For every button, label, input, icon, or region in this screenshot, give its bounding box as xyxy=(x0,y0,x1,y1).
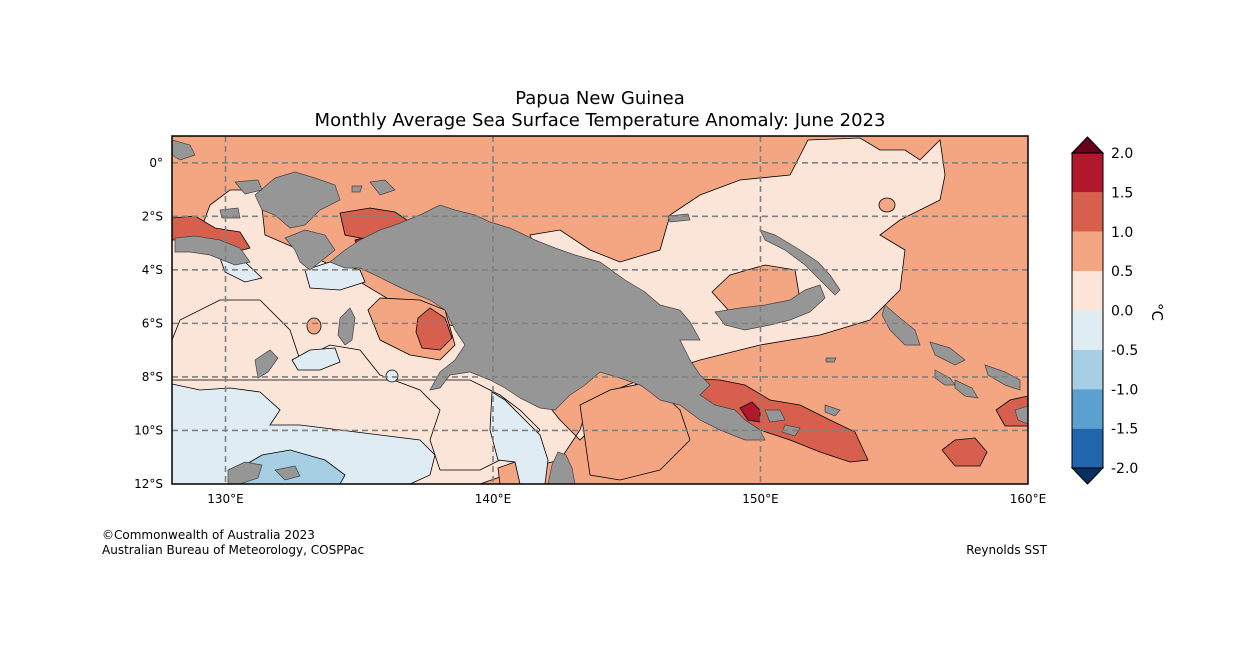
cape-york-peninsula xyxy=(547,451,576,484)
y-tick-label: 8°S xyxy=(142,370,163,384)
colorbar-bin xyxy=(1072,153,1103,193)
map-frame xyxy=(171,135,1029,485)
colorbar-tick-label: 0.5 xyxy=(1111,264,1133,280)
timor-island xyxy=(227,461,263,484)
solomon-islands xyxy=(1014,405,1028,425)
x-axis: 130°E 140°E 150°E 160°E xyxy=(207,492,1046,506)
anomaly-region-neg0.5-0.0 xyxy=(489,391,549,484)
colorbar-bin xyxy=(1072,192,1103,232)
y-tick-label: 2°S xyxy=(142,209,163,223)
colorbar-over-extension xyxy=(1070,136,1105,154)
bougainville-island xyxy=(881,304,921,346)
anomaly-region-0.5-1.0 xyxy=(878,197,896,213)
data-source-text: Reynolds SST xyxy=(966,543,1047,557)
woodlark-island xyxy=(825,357,837,363)
agency-text: Australian Bureau of Meteorology, COSPPa… xyxy=(102,543,365,557)
birds-head-peninsula xyxy=(254,171,341,229)
y-axis: 0° 2°S 4°S 6°S 8°S 10°S 12°S xyxy=(134,156,163,491)
anomaly-region-1.0-1.5 xyxy=(415,307,453,351)
new-ireland-island xyxy=(759,229,841,296)
x-tick-label: 160°E xyxy=(1010,492,1047,506)
colorbar-bin xyxy=(1072,389,1103,429)
colorbar-tick-label: 1.0 xyxy=(1111,225,1133,241)
colorbar-tick-label: 1.5 xyxy=(1111,185,1133,201)
y-tick-label: 6°S xyxy=(142,316,163,330)
colorbar-bin xyxy=(1072,231,1103,272)
anomaly-region-0.5-1.0 xyxy=(306,317,322,335)
solomon-islands xyxy=(954,379,979,399)
anomaly-region-neg0.5-0.0 xyxy=(385,369,399,383)
colorbar-bin xyxy=(1072,428,1103,468)
new-guinea-island xyxy=(329,204,766,441)
aru-islands xyxy=(337,307,356,346)
west-island xyxy=(351,185,363,193)
west-island xyxy=(172,139,196,161)
anomaly-region-neg0.5-0.0 xyxy=(172,383,436,484)
y-tick-label: 12°S xyxy=(134,477,163,491)
y-tick-label: 10°S xyxy=(134,423,163,437)
x-tick-label: 140°E xyxy=(475,492,512,506)
anomaly-region-1.0-1.5 xyxy=(941,437,988,467)
colorbar-bin xyxy=(1072,349,1103,390)
credit-block: ©Commonwealth of Australia 2023 Australi… xyxy=(102,528,364,558)
west-island xyxy=(369,179,396,196)
copyright-text: ©Commonwealth of Australia 2023 xyxy=(102,528,315,542)
colorbar-frame xyxy=(1071,152,1104,469)
west-island xyxy=(234,179,263,195)
colorbar-tick-label: 2.0 xyxy=(1111,146,1133,162)
colorbar-bin xyxy=(1072,310,1103,350)
colorbar-tick-label: -2.0 xyxy=(1111,461,1138,477)
solomon-islands xyxy=(929,341,966,366)
anomaly-region-neg0.5-0.0 xyxy=(291,347,341,371)
x-tick-label: 150°E xyxy=(742,492,779,506)
land-masses xyxy=(172,139,1028,484)
south-islands xyxy=(274,465,301,481)
louisiade-islands xyxy=(824,404,841,417)
bomberai-peninsula xyxy=(284,229,336,271)
colorbar-tick-label: 0.0 xyxy=(1111,304,1133,320)
colorbar-under-extension xyxy=(1070,467,1105,485)
map-title-description: Monthly Average Sea Surface Temperature … xyxy=(314,110,886,131)
colorbar-tick-label: -0.5 xyxy=(1111,343,1138,359)
y-tick-label: 0° xyxy=(149,156,163,170)
dentrecasteaux-islands xyxy=(764,409,786,423)
colorbar-bin xyxy=(1072,271,1103,311)
colorbar-tick-label: -1.0 xyxy=(1111,382,1138,398)
gridlines xyxy=(172,136,1028,484)
y-tick-label: 4°S xyxy=(142,263,163,277)
colorbar-label: °C xyxy=(1148,303,1166,321)
map-panel xyxy=(172,136,1028,484)
anomaly-region-0.0-0.5 xyxy=(172,299,541,471)
colorbar-tick-label: -1.5 xyxy=(1111,422,1138,438)
seram-island xyxy=(174,235,251,266)
tanimbar-islands xyxy=(254,349,279,379)
colorbar: 2.0 1.5 1.0 0.5 0.0 -0.5 -1.0 -1.5 -2.0 xyxy=(1070,136,1138,485)
map-title-region: Papua New Guinea xyxy=(515,88,685,109)
x-tick-label: 130°E xyxy=(207,492,244,506)
new-britain-island xyxy=(714,284,826,331)
